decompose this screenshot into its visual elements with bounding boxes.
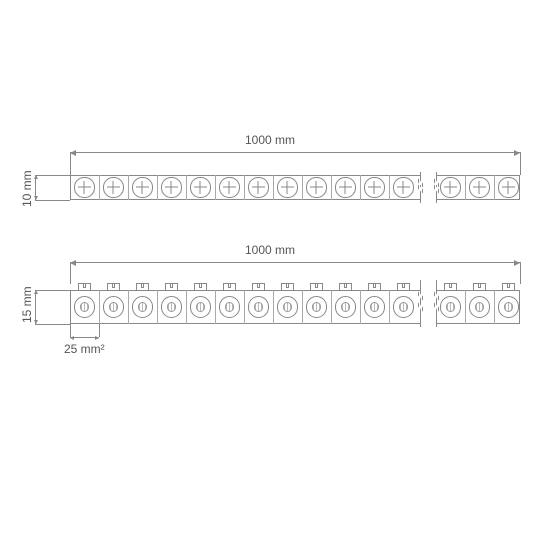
side-width-dim-line (70, 262, 520, 263)
side-height-label: 15 mm (20, 286, 34, 323)
block-divider (99, 175, 100, 200)
block-size-dim-line (70, 337, 99, 338)
clamp-tab-icon (281, 283, 294, 290)
terminal-icon (248, 296, 270, 318)
terminal-icon (219, 296, 241, 318)
clamp-tab-icon (444, 283, 457, 290)
screw-head-icon (306, 177, 326, 197)
block-divider (302, 175, 303, 200)
side-height-dim-line (35, 290, 36, 324)
terminal-icon (440, 296, 462, 318)
screw-head-icon (469, 177, 489, 197)
top-width-dim-line (70, 152, 520, 153)
screw-head-icon (219, 177, 239, 197)
ext-line (35, 290, 70, 291)
block-divider (331, 175, 332, 200)
screw-head-icon (277, 177, 297, 197)
ext-line (35, 324, 70, 325)
screw-head-icon (498, 177, 518, 197)
clamp-tab-icon (368, 283, 381, 290)
screw-head-icon (161, 177, 181, 197)
block-divider (186, 175, 187, 200)
side-width-label: 1000 mm (245, 243, 295, 257)
block-divider (128, 175, 129, 200)
block-divider (215, 175, 216, 200)
screw-head-icon (74, 177, 94, 197)
break-line (436, 172, 437, 203)
block-divider (244, 175, 245, 200)
clamp-tab-icon (473, 283, 486, 290)
block-size-label: 25 mm² (64, 342, 105, 356)
terminal-icon (190, 296, 212, 318)
clamp-tab-icon (502, 283, 515, 290)
ext-line (99, 324, 100, 337)
block-divider (128, 290, 129, 324)
terminal-icon (469, 296, 491, 318)
terminal-icon (74, 296, 96, 318)
terminal-icon (393, 296, 415, 318)
terminal-icon (364, 296, 386, 318)
ext-line (35, 175, 70, 176)
top-height-dim-line (35, 175, 36, 200)
ext-line (520, 152, 521, 175)
top-height-label: 10 mm (20, 170, 34, 207)
block-divider (389, 290, 390, 324)
top-width-label: 1000 mm (245, 133, 295, 147)
clamp-tab-icon (136, 283, 149, 290)
block-divider (389, 175, 390, 200)
clamp-tab-icon (397, 283, 410, 290)
screw-head-icon (440, 177, 460, 197)
block-divider (157, 175, 158, 200)
break-line (420, 172, 421, 203)
screw-head-icon (103, 177, 123, 197)
screw-head-icon (364, 177, 384, 197)
terminal-icon (103, 296, 125, 318)
technical-drawing: 1000 mm 10 mm 1000 mm 15 mm 25 mm² (0, 0, 540, 540)
clamp-tab-icon (339, 283, 352, 290)
clamp-tab-icon (310, 283, 323, 290)
clamp-tab-icon (165, 283, 178, 290)
terminal-icon (335, 296, 357, 318)
ext-line (70, 324, 71, 337)
ext-line (520, 262, 521, 284)
block-divider (157, 290, 158, 324)
screw-head-icon (132, 177, 152, 197)
block-divider (99, 290, 100, 324)
block-divider (465, 175, 466, 200)
block-divider (494, 290, 495, 324)
screw-head-icon (248, 177, 268, 197)
clamp-tab-icon (223, 283, 236, 290)
screw-head-icon (190, 177, 210, 197)
block-divider (360, 290, 361, 324)
terminal-icon (498, 296, 520, 318)
clamp-tab-icon (252, 283, 265, 290)
block-divider (273, 175, 274, 200)
ext-line (35, 200, 70, 201)
block-divider (360, 175, 361, 200)
clamp-tab-icon (194, 283, 207, 290)
terminal-icon (161, 296, 183, 318)
ext-line (70, 262, 71, 284)
block-divider (273, 290, 274, 324)
terminal-icon (306, 296, 328, 318)
break-line (436, 280, 437, 327)
block-divider (465, 290, 466, 324)
break-line (420, 280, 421, 327)
screw-head-icon (393, 177, 413, 197)
block-divider (215, 290, 216, 324)
ext-line (70, 152, 71, 175)
block-divider (244, 290, 245, 324)
clamp-tab-icon (107, 283, 120, 290)
block-divider (186, 290, 187, 324)
terminal-icon (277, 296, 299, 318)
block-divider (494, 175, 495, 200)
screw-head-icon (335, 177, 355, 197)
block-divider (331, 290, 332, 324)
terminal-icon (132, 296, 154, 318)
block-divider (302, 290, 303, 324)
clamp-tab-icon (78, 283, 91, 290)
